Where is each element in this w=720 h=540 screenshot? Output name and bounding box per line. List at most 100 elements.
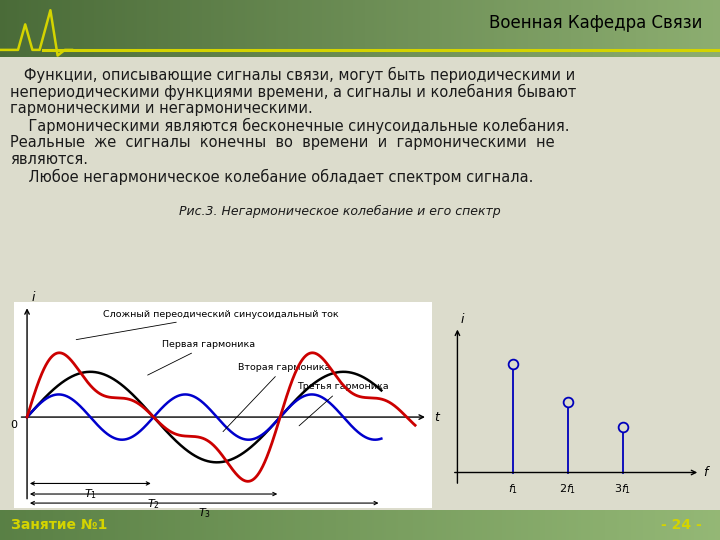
Bar <box>480 0 483 57</box>
Bar <box>449 510 452 540</box>
Bar <box>103 0 107 57</box>
Bar <box>653 510 656 540</box>
Bar <box>430 510 433 540</box>
Bar <box>528 510 531 540</box>
Bar <box>502 0 505 57</box>
Bar <box>58 510 60 540</box>
Text: $T_1$: $T_1$ <box>84 487 97 501</box>
Bar <box>360 0 363 57</box>
Bar <box>648 0 651 57</box>
Bar <box>333 0 337 57</box>
Bar <box>540 0 543 57</box>
Bar <box>437 510 440 540</box>
Bar <box>365 510 368 540</box>
Bar <box>567 510 570 540</box>
Bar <box>631 510 634 540</box>
Bar <box>67 510 71 540</box>
Bar <box>279 0 282 57</box>
Bar <box>197 0 200 57</box>
Bar <box>595 0 598 57</box>
Bar <box>569 510 572 540</box>
Bar <box>221 0 224 57</box>
Bar <box>122 510 125 540</box>
Bar <box>214 510 217 540</box>
Bar <box>384 510 387 540</box>
Bar <box>624 510 627 540</box>
Bar <box>199 510 202 540</box>
Bar <box>374 0 377 57</box>
Bar <box>351 510 354 540</box>
Bar <box>163 510 166 540</box>
Bar <box>367 0 370 57</box>
Bar <box>302 510 305 540</box>
Bar <box>691 0 694 57</box>
Bar <box>410 0 413 57</box>
Bar <box>199 0 202 57</box>
Bar <box>552 0 555 57</box>
Bar <box>319 0 323 57</box>
Bar <box>315 0 318 57</box>
Bar <box>322 510 325 540</box>
Bar <box>307 510 310 540</box>
Bar <box>564 510 567 540</box>
Bar <box>593 0 596 57</box>
Bar <box>240 510 243 540</box>
Bar <box>629 0 632 57</box>
Bar <box>310 0 312 57</box>
Bar <box>288 0 291 57</box>
Bar <box>379 0 382 57</box>
Bar <box>372 510 375 540</box>
Bar <box>2 510 6 540</box>
Bar <box>504 510 507 540</box>
Bar <box>48 0 51 57</box>
Bar <box>247 0 251 57</box>
Bar <box>233 0 236 57</box>
Bar <box>482 0 485 57</box>
Bar <box>434 0 438 57</box>
Bar <box>495 0 498 57</box>
Bar <box>156 510 159 540</box>
Bar <box>300 0 303 57</box>
Bar <box>689 510 692 540</box>
Bar <box>218 0 222 57</box>
Bar <box>295 510 298 540</box>
Bar <box>612 0 615 57</box>
Bar <box>650 510 654 540</box>
Bar <box>48 510 51 540</box>
Bar <box>207 510 210 540</box>
Bar <box>94 510 96 540</box>
Bar <box>473 510 476 540</box>
Bar <box>413 510 416 540</box>
Bar <box>600 510 603 540</box>
Bar <box>374 510 377 540</box>
Bar <box>331 510 334 540</box>
Bar <box>14 510 17 540</box>
Bar <box>531 510 534 540</box>
Bar <box>526 0 528 57</box>
Bar <box>557 510 560 540</box>
Bar <box>473 0 476 57</box>
Bar <box>382 510 384 540</box>
Bar <box>204 510 207 540</box>
Bar <box>480 510 483 540</box>
Bar <box>50 0 53 57</box>
Bar <box>45 510 49 540</box>
Bar <box>578 510 582 540</box>
Bar <box>706 510 708 540</box>
Bar <box>305 0 308 57</box>
Bar <box>526 510 528 540</box>
Bar <box>487 0 490 57</box>
Bar <box>84 0 87 57</box>
Bar <box>441 510 445 540</box>
Bar <box>636 510 639 540</box>
Bar <box>254 510 258 540</box>
Text: гармоническими и негармоническими.: гармоническими и негармоническими. <box>10 101 312 116</box>
Bar <box>110 0 114 57</box>
Bar <box>470 0 474 57</box>
Bar <box>216 0 219 57</box>
Bar <box>149 0 152 57</box>
Bar <box>240 0 243 57</box>
Text: - 24 -: - 24 - <box>661 518 702 532</box>
Bar <box>130 0 132 57</box>
Bar <box>276 510 279 540</box>
